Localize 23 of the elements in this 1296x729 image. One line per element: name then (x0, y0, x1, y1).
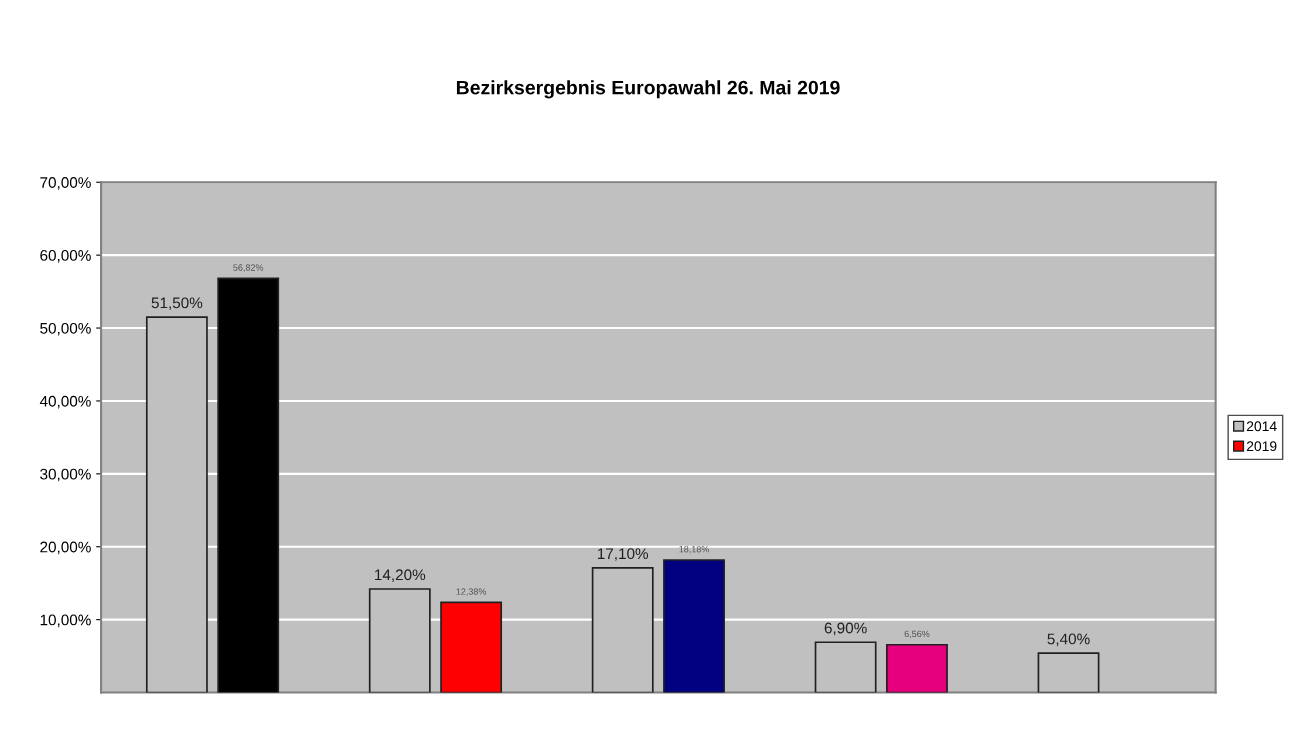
data-label: 51,50% (151, 297, 203, 311)
y-tick-label: 40,00% (39, 395, 91, 409)
bar (663, 559, 725, 693)
y-tick-label: 50,00% (40, 322, 91, 336)
bar (886, 643, 948, 693)
y-tick-label: 60,00% (40, 250, 91, 263)
bar (217, 277, 280, 693)
data-label: 56,82% (233, 264, 264, 272)
data-label: 5,40% (1047, 633, 1090, 647)
data-label: 6,56% (904, 630, 930, 639)
y-tick-label: 30,00% (40, 468, 91, 482)
legend-label: 2019 (1246, 441, 1277, 452)
data-label: 6,90% (824, 622, 867, 636)
chart-title: Bezirksergebnis Europawahl 26. Mai 2019 (456, 80, 840, 99)
legend-label: 2014 (1246, 421, 1277, 432)
data-label: 17,10% (597, 548, 649, 561)
data-label: 18,18% (679, 546, 710, 554)
y-tick-label: 70,00% (40, 177, 91, 190)
y-tick-label: 10,00% (40, 614, 91, 628)
y-tick-label: 20,00% (40, 541, 91, 555)
bar (440, 601, 503, 693)
data-label: 12,38% (456, 588, 487, 596)
data-label: 14,20% (375, 569, 426, 582)
